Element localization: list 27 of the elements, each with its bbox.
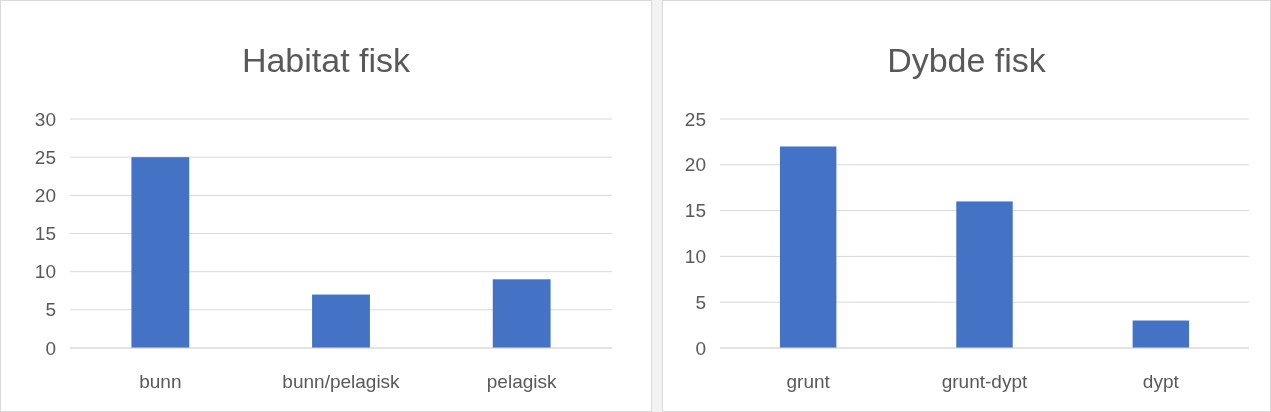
x-tick-label: pelagisk — [486, 371, 558, 392]
y-tick-label: 0 — [695, 337, 706, 359]
bar — [1132, 320, 1190, 348]
bar — [492, 279, 551, 348]
y-tick-label: 25 — [34, 146, 56, 168]
bar — [779, 146, 837, 348]
x-tick-label: bunn — [139, 371, 182, 392]
x-tick-label: grunt-dypt — [941, 371, 1028, 392]
chart-title: Dybde fisk — [887, 41, 1047, 79]
bar — [956, 201, 1013, 348]
chart-title: Habitat fisk — [241, 41, 412, 79]
x-tick-label: bunn/pelagisk — [282, 371, 401, 392]
y-tick-label: 25 — [684, 108, 706, 130]
x-tick-label: grunt — [786, 371, 831, 392]
y-tick-label: 0 — [45, 337, 56, 359]
y-tick-label: 20 — [34, 184, 56, 206]
y-tick-label: 30 — [34, 108, 56, 130]
x-tick-label: dypt — [1142, 371, 1180, 392]
y-tick-label: 15 — [684, 200, 706, 222]
y-tick-label: 15 — [34, 223, 56, 245]
y-tick-label: 5 — [695, 291, 706, 313]
y-tick-label: 10 — [684, 246, 706, 268]
y-tick-label: 5 — [45, 299, 56, 321]
bar — [131, 157, 190, 348]
y-tick-label: 10 — [34, 261, 56, 283]
y-tick-label: 20 — [684, 154, 706, 176]
bar — [312, 294, 370, 348]
